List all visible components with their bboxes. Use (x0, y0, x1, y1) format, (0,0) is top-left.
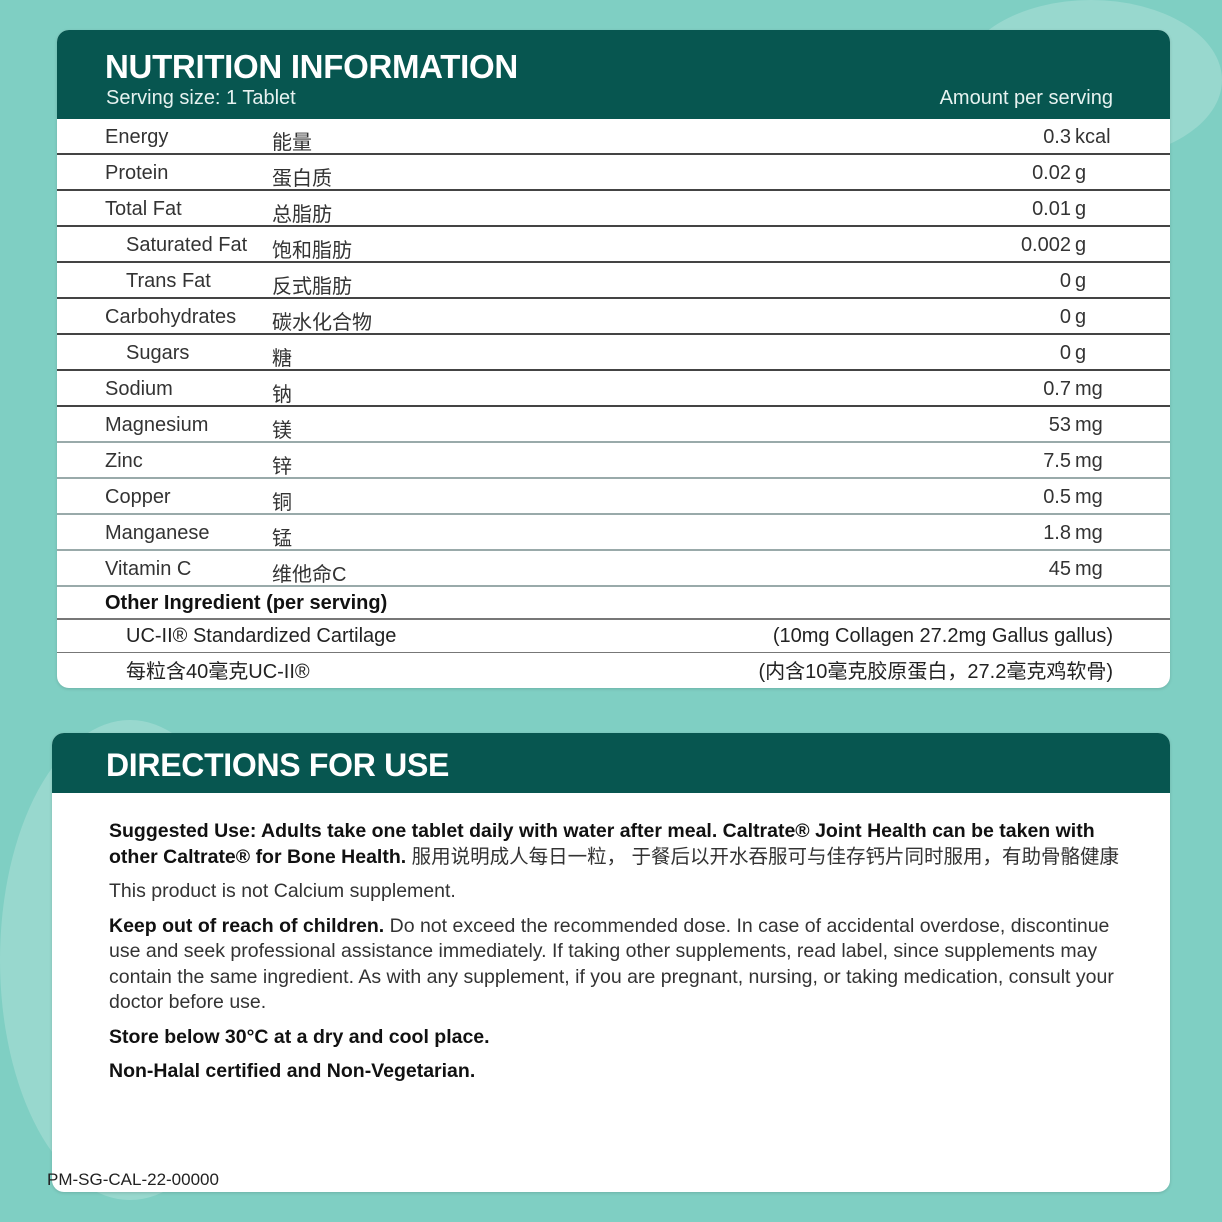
nutrient-value: 0 (1059, 306, 1071, 328)
nutrient-name: Vitamin C (105, 558, 192, 580)
product-code: PM-SG-CAL-22-00000 (47, 1170, 219, 1189)
nutrient-name: Protein (105, 162, 169, 184)
nutrient-value: 0.01 (1032, 198, 1071, 220)
suggested-use-zh: 服用说明成人每日一粒， 于餐后以开水吞服可与佳存钙片同时服用，有助骨骼健康 (406, 845, 1119, 868)
nutrient-unit: mg (1075, 378, 1103, 400)
nutrient-name-zh: 饱和脂肪 (272, 240, 352, 262)
directions-panel: DIRECTIONS FOR USE Suggested Use: Adults… (52, 733, 1170, 1192)
nutrient-unit: g (1075, 342, 1087, 364)
directions-title: DIRECTIONS FOR USE (106, 747, 450, 783)
nutrient-value: 0.5 (1043, 486, 1071, 508)
other-ingredient-header-row: Other Ingredient (per serving) (57, 587, 1170, 620)
nutrient-row: Sodium 钠 0.7 mg (57, 371, 1170, 407)
ingredient-name: UC-II® Standardized Cartilage (126, 625, 397, 647)
serving-size: Serving size: 1 Tablet (106, 87, 296, 109)
storage: Store below 30°C at a dry and cool place… (109, 1025, 1119, 1051)
storage-text: Store below 30°C at a dry and cool place… (109, 1025, 490, 1048)
nutrition-title: NUTRITION INFORMATION (105, 48, 518, 85)
warning-bold: Keep out of reach of children. (109, 914, 385, 937)
nutrient-name: Copper (105, 486, 171, 508)
ingredient-name-zh: 每粒含40毫克UC-II® (126, 661, 310, 683)
nutrient-row: Total Fat 总脂肪 0.01 g (57, 191, 1170, 227)
warning: Keep out of reach of children. Do not ex… (109, 914, 1119, 1016)
nutrient-row: Trans Fat 反式脂肪 0 g (57, 263, 1170, 299)
nutrient-row: Carbohydrates 碳水化合物 0 g (57, 299, 1170, 335)
nutrient-value: 45 (1048, 558, 1071, 580)
nutrient-name: Carbohydrates (105, 306, 237, 328)
nutrition-information-panel: NUTRITION INFORMATION Serving size: 1 Ta… (57, 30, 1170, 688)
nutrient-name-zh: 锌 (272, 456, 292, 478)
suggested-use-en: Suggested Use: Adults take one tablet da… (109, 820, 1095, 868)
nutrient-unit: g (1075, 162, 1087, 184)
nutrition-header: NUTRITION INFORMATION Serving size: 1 Ta… (57, 30, 1170, 119)
nutrient-unit: mg (1075, 522, 1103, 544)
nutrient-value: 0.02 (1032, 162, 1071, 184)
nutrient-unit: mg (1075, 450, 1103, 472)
directions-body: Suggested Use: Adults take one tablet da… (109, 819, 1119, 1094)
nutrient-name: Zinc (105, 450, 143, 472)
nutrient-row: Zinc 锌 7.5 mg (57, 443, 1170, 479)
nutrient-row: Saturated Fat 饱和脂肪 0.002 g (57, 227, 1170, 263)
ingredient-amount: (10mg Collagen 27.2mg Gallus gallus) (772, 625, 1113, 647)
nutrient-name-zh: 铜 (272, 492, 292, 514)
ingredient-amount-zh: (内含10毫克胶原蛋白，27.2毫克鸡软骨) (758, 661, 1114, 683)
nutrient-name: Trans Fat (126, 270, 211, 292)
nutrient-row: Energy 能量 0.3 kcal (57, 119, 1170, 155)
amount-per-serving-header: Amount per serving (939, 87, 1113, 109)
nutrient-name: Total Fat (105, 198, 182, 220)
nutrient-name-zh: 维他命C (272, 564, 347, 586)
nutrient-unit: g (1075, 270, 1087, 292)
halal-note: Non-Halal certified and Non-Vegetarian. (109, 1059, 1119, 1085)
nutrient-value: 0.3 (1043, 126, 1071, 148)
directions-header: DIRECTIONS FOR USE (52, 733, 1170, 793)
nutrient-table: Energy 能量 0.3 kcal Protein 蛋白质 0.02 g Total Fat 总… (57, 119, 1170, 587)
other-ingredient-row: UC-II® Standardized Cartilage (10mg Coll… (57, 620, 1170, 653)
nutrient-name: Sodium (105, 378, 173, 400)
nutrient-value: 0 (1059, 342, 1071, 364)
other-ingredient-header: Other Ingredient (per serving) (105, 592, 388, 614)
nutrient-name-zh: 总脂肪 (272, 204, 332, 226)
nutrient-name-zh: 糖 (272, 348, 292, 370)
nutrient-name-zh: 镁 (272, 420, 292, 442)
nutrient-row: Protein 蛋白质 0.02 g (57, 155, 1170, 191)
nutrient-value: 0.002 (1020, 234, 1071, 256)
nutrient-name: Energy (105, 126, 169, 148)
nutrient-name-zh: 反式脂肪 (272, 276, 352, 298)
nutrient-name: Saturated Fat (126, 234, 248, 256)
not-calcium-note: This product is not Calcium supplement. (109, 880, 456, 902)
nutrient-value: 0 (1059, 270, 1071, 292)
nutrient-name: Magnesium (105, 414, 209, 436)
nutrient-name: Manganese (105, 522, 210, 544)
nutrient-unit: g (1075, 234, 1087, 256)
other-ingredient-row-zh: 每粒含40毫克UC-II® (内含10毫克胶原蛋白，27.2毫克鸡软骨) (57, 653, 1170, 686)
nutrient-unit: g (1075, 306, 1087, 328)
nutrient-unit: mg (1075, 414, 1103, 436)
nutrient-value: 7.5 (1043, 450, 1071, 472)
nutrient-value: 0.7 (1043, 378, 1071, 400)
nutrient-row: Vitamin C 维他命C 45 mg (57, 551, 1170, 587)
nutrient-row: Manganese 锰 1.8 mg (57, 515, 1170, 551)
nutrient-value: 53 (1048, 414, 1071, 436)
nutrient-row: Sugars 糖 0 g (57, 335, 1170, 371)
nutrient-unit: mg (1075, 486, 1103, 508)
nutrient-unit: mg (1075, 558, 1103, 580)
nutrient-name-zh: 钠 (272, 384, 292, 406)
warning-text: Do not exceed the recommended dose. In c… (109, 914, 1114, 1014)
nutrient-name-zh: 能量 (272, 132, 312, 154)
nutrient-unit: kcal (1075, 126, 1111, 148)
halal-text: Non-Halal certified and Non-Vegetarian. (109, 1060, 476, 1082)
nutrient-value: 1.8 (1043, 522, 1071, 544)
nutrient-name-zh: 锰 (272, 528, 292, 550)
nutrient-name: Sugars (126, 342, 190, 364)
nutrient-row: Magnesium 镁 53 mg (57, 407, 1170, 443)
nutrient-name-zh: 蛋白质 (272, 168, 332, 190)
nutrient-unit: g (1075, 198, 1087, 220)
suggested-use: Suggested Use: Adults take one tablet da… (109, 819, 1119, 870)
nutrient-name-zh: 碳水化合物 (272, 312, 372, 334)
nutrient-row: Copper 铜 0.5 mg (57, 479, 1170, 515)
